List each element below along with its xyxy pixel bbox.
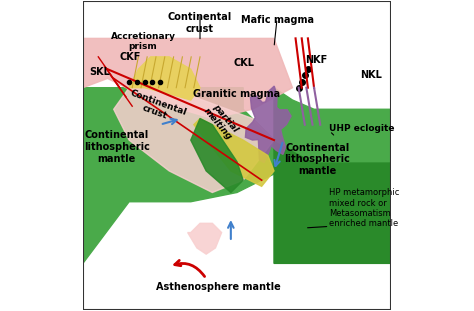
Text: Continental
lithospheric
mantle: Continental lithospheric mantle bbox=[284, 143, 350, 176]
Polygon shape bbox=[274, 140, 391, 263]
Polygon shape bbox=[83, 88, 299, 263]
Text: CKF: CKF bbox=[120, 52, 141, 62]
Text: Continental
crust: Continental crust bbox=[168, 12, 232, 34]
Text: Accretionary
prism: Accretionary prism bbox=[110, 32, 175, 51]
Text: Continental
lithospheric
mantle: Continental lithospheric mantle bbox=[84, 130, 150, 164]
Polygon shape bbox=[114, 88, 274, 193]
Text: Granitic magma: Granitic magma bbox=[193, 89, 281, 99]
Polygon shape bbox=[129, 57, 200, 100]
Text: Asthenosphere mantle: Asthenosphere mantle bbox=[156, 281, 281, 292]
Text: NKF: NKF bbox=[305, 55, 327, 65]
Text: Continental
crust: Continental crust bbox=[126, 88, 188, 127]
Text: partial
melting: partial melting bbox=[201, 100, 242, 142]
Text: SKL: SKL bbox=[89, 67, 110, 77]
Polygon shape bbox=[194, 118, 274, 186]
Text: HP metamorphic
mixed rock or
Metasomatism
enriched mantle: HP metamorphic mixed rock or Metasomatis… bbox=[329, 188, 400, 228]
Polygon shape bbox=[191, 118, 243, 193]
Polygon shape bbox=[188, 223, 221, 254]
Text: NKL: NKL bbox=[360, 71, 382, 81]
Text: Mafic magma: Mafic magma bbox=[241, 15, 314, 25]
Text: UHP eclogite: UHP eclogite bbox=[329, 124, 395, 133]
Polygon shape bbox=[83, 38, 292, 118]
Polygon shape bbox=[274, 88, 391, 162]
Polygon shape bbox=[246, 86, 291, 163]
Text: CKL: CKL bbox=[234, 58, 255, 68]
